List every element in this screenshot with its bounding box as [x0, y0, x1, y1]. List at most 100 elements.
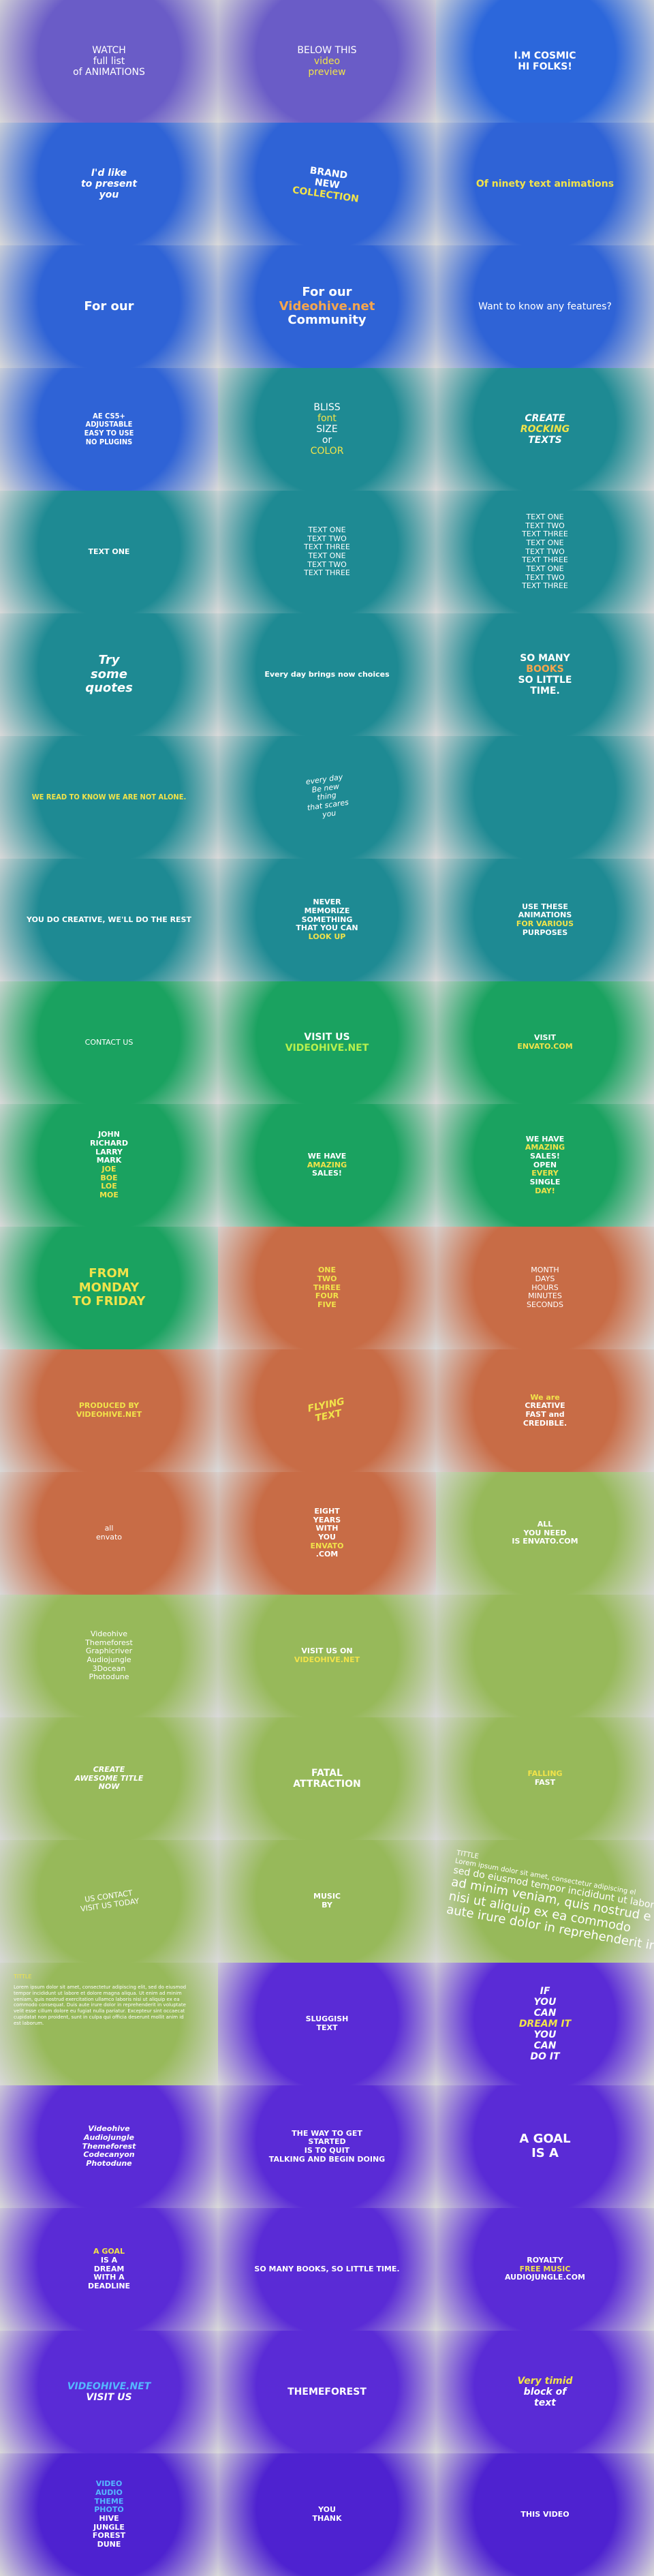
cell-line: DREAM IT	[518, 2018, 572, 2029]
cell-line: TWO	[317, 1274, 337, 1284]
cell-line: DAYS	[535, 1274, 555, 1284]
cell-line: FAST and	[525, 1410, 565, 1419]
cell-line: MEMORIZE	[304, 906, 350, 916]
cell-text: TITTLE Lorem ipsum dolor sit amet, consec…	[0, 1963, 204, 2037]
cell-names-list: JOHN RICHARD LARRY MARK JOE BOE LOE MOE	[0, 1104, 218, 1227]
cell-text: BELOW THIS video preview	[297, 45, 356, 78]
cell-line: CREDIBLE.	[523, 1418, 567, 1428]
cell-line: ENVATO	[310, 1541, 344, 1550]
cell-line: PURPOSES	[522, 927, 568, 937]
cell-brand-new-collection: BRAND NEW COLLECTION	[218, 123, 436, 245]
cell-text: ROYALTY FREE MUSIC AUDIOJUNGLE.COM	[505, 2256, 585, 2282]
cell-line: CREATE	[93, 1765, 125, 1775]
cell-text: ALL YOU NEED IS ENVATO.COM	[512, 1520, 578, 1546]
cell-line: PRODUCED BY	[78, 1401, 140, 1411]
cell-quit-talking: THE WAY TO GET STARTED IS TO QUIT TALKING A…	[218, 2085, 436, 2208]
cell-text: YOU DO CREATIVE, WE'LL DO THE REST	[27, 915, 191, 925]
cell-line: ANIMATIONS	[518, 910, 572, 920]
cell-music-by: MUSIC BY	[218, 1840, 436, 1963]
cell-line: Very timid	[517, 2375, 573, 2387]
cell-we-are-creative: We are CREATIVE FAST and CREDIBLE.	[436, 1349, 654, 1472]
cell-line: AE CS5+	[93, 411, 125, 420]
cell-empty-teal	[436, 736, 654, 859]
cell-line: I.M COSMIC	[514, 50, 576, 61]
cell-line: Lorem ipsum dolor sit amet, consectetur …	[14, 1984, 187, 2026]
cell-text: all envato	[96, 1524, 122, 1542]
cell-line: SO LITTLE	[518, 675, 572, 686]
cell-line: font	[317, 412, 337, 424]
cell-text: USE THESE ANIMATIONS FOR VARIOUS PURPOSES	[516, 902, 574, 938]
cell-line: IS ENVATO.COM	[512, 1537, 578, 1546]
cell-text: CONTACT US	[85, 1038, 134, 1047]
cell-text: TITTLE Lorem ipsum dolor sit amet, consec…	[445, 1850, 654, 1954]
cell-line: VIDEOHIVE.NET	[294, 1655, 360, 1664]
cell-line: YOU	[533, 2029, 557, 2041]
cell-line: We are	[530, 1392, 560, 1402]
cell-line: MONDAY	[78, 1280, 140, 1295]
cell-line: BY	[322, 1901, 332, 1910]
cell-eight-years: EIGHT YEARS WITH YOU ENVATO .COM	[218, 1472, 436, 1595]
cell-line: FOREST	[92, 2531, 126, 2541]
cell-line: THEME	[94, 2496, 124, 2506]
cell-line: IS A	[531, 2146, 559, 2160]
cell-sluggish-text: SLUGGISH TEXT	[218, 1963, 436, 2085]
cell-line: YOU	[533, 1996, 557, 2008]
cell-tittle-lorem-block: TITTLE Lorem ipsum dolor sit amet, consec…	[0, 1963, 218, 2085]
cell-text: SLUGGISH TEXT	[306, 2015, 349, 2032]
cell-text: Very timid block of text	[517, 2376, 572, 2408]
cell-line: VIDEOHIVE.NET	[285, 1043, 369, 1054]
cell-goal-dream-deadline: A GOAL IS A DREAM WITH A DEADLINE	[0, 2208, 218, 2331]
cell-flying-text: FLYING TEXT	[218, 1349, 436, 1472]
cell-line: FOR VARIOUS	[516, 919, 574, 928]
cell-line: USE THESE	[522, 902, 568, 911]
cell-line: Community	[287, 313, 367, 328]
cell-line: NOW	[98, 1782, 120, 1792]
cell-all-you-need: ALL YOU NEED IS ENVATO.COM	[436, 1472, 654, 1595]
cell-line: TEXT ONE	[308, 551, 346, 560]
cell-line: AMAZING	[307, 1160, 347, 1169]
cell-text: BRAND NEW COLLECTION	[292, 163, 362, 204]
cell-line: LOE	[101, 1182, 117, 1191]
cell-line: DEADLINE	[87, 2281, 131, 2290]
cell-line: A GOAL	[519, 2132, 571, 2147]
cell-text: I'd like to present you	[81, 168, 137, 200]
cell-line: ROYALTY	[527, 2256, 563, 2265]
cell-line: some	[90, 666, 128, 681]
cell-line: Videohive	[88, 2124, 130, 2134]
cell-hive-words: VIDEO AUDIO THEME PHOTO HIVE JUNGLE FOREST DUNE	[0, 2453, 218, 2576]
cell-line: TALKING AND BEGIN DOING	[268, 2154, 386, 2164]
cell-line: AWESOME TITLE	[74, 1773, 144, 1783]
cell-produced-by: PRODUCED BY VIDEOHIVE.NET	[0, 1349, 218, 1472]
cell-scatter-words	[436, 1595, 654, 1717]
cell-text: TEXT ONE TEXT TWO TEXT THREE TEXT ONE TEXT T…	[304, 525, 350, 578]
cell-line: TEXT THREE	[522, 555, 568, 565]
cell-text: VIDEOHIVE.NET VISIT US	[67, 2381, 151, 2403]
cell-line: ADJUSTABLE	[85, 420, 133, 429]
cell-line: full list	[93, 55, 125, 67]
cell-line: BELOW THIS	[297, 44, 357, 56]
cell-line: WE HAVE	[307, 1152, 347, 1161]
cell-text: For our	[84, 299, 134, 314]
cell-text: A GOAL IS A	[519, 2132, 570, 2160]
cell-line: TEXT THREE	[304, 568, 350, 578]
cell-line: VIDEO	[95, 2479, 123, 2489]
cell-line: SLUGGISH	[305, 2014, 349, 2024]
cell-line: AMAZING	[525, 1143, 565, 1152]
cell-line: you	[99, 189, 119, 201]
cell-line: TEXT	[316, 2023, 338, 2032]
cell-line: MOE	[99, 1190, 119, 1199]
cell-line: WITH	[315, 1524, 339, 1533]
cell-ninety-animations: Of ninety text animations	[436, 123, 654, 245]
cell-text: Try some quotes	[85, 653, 133, 696]
cell-line: MARK	[96, 1156, 122, 1165]
cell-timid-block: Very timid block of text	[436, 2331, 654, 2453]
cell-line: DREAM	[93, 2264, 125, 2273]
cell-line: all	[104, 1524, 114, 1533]
cell-text: SO MANY BOOKS, SO LITTLE TIME.	[254, 2265, 399, 2274]
cell-text: FLYING TEXT	[307, 1396, 347, 1426]
cell-line: BOE	[100, 1173, 118, 1182]
cell-line: Graphicriver	[85, 1646, 133, 1656]
cell-line: DAY!	[535, 1186, 555, 1195]
cell-line: SIZE	[316, 423, 338, 435]
cell-visit-envato: VISIT ENVATO.COM	[436, 981, 654, 1104]
